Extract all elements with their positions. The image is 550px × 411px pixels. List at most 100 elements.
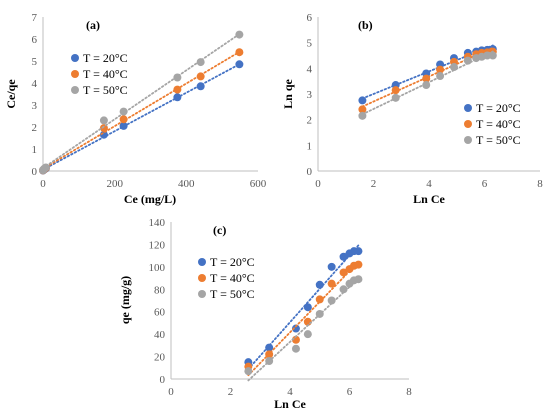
legend-marker-20 <box>198 258 206 266</box>
data-point-series-3 <box>196 58 205 67</box>
trendline-series-3 <box>247 277 360 382</box>
panel-c-label: (c) <box>213 223 226 237</box>
panel-c-x-label: Ln Ce <box>274 397 306 411</box>
data-point-series-1 <box>265 343 274 352</box>
panel-c-xtick: 6 <box>347 386 353 398</box>
data-point-series-3 <box>436 72 445 81</box>
panel-b-ytick: 6 <box>307 12 313 24</box>
panel-b-ytick: 4 <box>307 63 313 75</box>
data-point-series-3 <box>41 163 50 172</box>
data-point-series-2 <box>265 350 274 359</box>
legend-marker-40 <box>71 70 79 78</box>
panel-b-xtick: 8 <box>537 178 543 190</box>
panel-a-xtick: 400 <box>178 178 195 190</box>
data-point-series-2 <box>436 65 445 74</box>
panel-a-xtick: 0 <box>40 178 46 190</box>
panel-b-xtick: 2 <box>371 178 377 190</box>
legend-label-40: T = 40°C <box>83 67 128 81</box>
legend-marker-50 <box>464 136 472 144</box>
data-point-series-1 <box>235 60 244 69</box>
data-point-series-1 <box>339 252 348 261</box>
data-point-series-3 <box>303 330 312 339</box>
panel-c-ytick: 100 <box>149 262 166 274</box>
legend-marker-50 <box>71 86 79 94</box>
panel-c-ytick: 40 <box>154 329 166 341</box>
panel-a-xtick: 600 <box>250 178 267 190</box>
panel-a-ytick: 5 <box>32 56 38 68</box>
data-point-series-3 <box>488 51 497 60</box>
legend-marker-20 <box>464 104 472 112</box>
data-point-series-3 <box>315 309 324 318</box>
panel-b-ytick: 0 <box>307 166 313 178</box>
panel-a-ytick: 7 <box>32 12 38 24</box>
panel-b-xtick: 6 <box>482 178 488 190</box>
data-point-series-3 <box>119 107 128 116</box>
panel-b-legend: T = 20°C T = 40°C T = 50°C <box>464 101 521 147</box>
panel-a-ytick: 3 <box>32 100 38 112</box>
panel-b-xticks: 0 2 4 6 8 <box>315 178 543 190</box>
data-point-series-3 <box>235 30 244 39</box>
data-point-series-2 <box>358 105 367 114</box>
trendline-series-2 <box>42 51 241 170</box>
data-point-series-1 <box>327 262 336 271</box>
data-point-series-1 <box>173 93 182 102</box>
data-point-series-3 <box>354 275 363 284</box>
data-point-series-1 <box>196 82 205 91</box>
panel-c-xtick: 2 <box>228 386 234 398</box>
data-point-series-2 <box>354 260 363 269</box>
trendline-series-1 <box>247 244 360 371</box>
data-point-series-3 <box>339 285 348 294</box>
data-point-series-2 <box>196 72 205 81</box>
data-point-series-3 <box>173 73 182 82</box>
legend-label-50: T = 50°C <box>476 133 521 147</box>
legend-label-40: T = 40°C <box>210 271 255 285</box>
data-point-series-1 <box>291 324 300 333</box>
panel-a-plot-area <box>39 30 244 175</box>
panel-c: 0 2 4 6 8 0 20 40 60 80 100 120 140 Ln C… <box>118 217 412 411</box>
panel-c-xtick: 8 <box>406 386 412 398</box>
panel-b-yticks: 0 1 2 3 4 5 6 <box>307 12 313 178</box>
panel-a-xticks: 0 200 400 600 <box>40 178 267 190</box>
data-point-series-2 <box>339 268 348 277</box>
panel-a-ytick: 0 <box>32 166 38 178</box>
trendline-series-1 <box>42 63 241 171</box>
data-point-series-3 <box>327 296 336 305</box>
legend-label-50: T = 50°C <box>83 83 128 97</box>
data-point-series-2 <box>119 115 128 124</box>
data-point-series-2 <box>235 48 244 57</box>
trendline-series-3 <box>42 33 241 170</box>
panel-b-ytick: 1 <box>307 140 313 152</box>
panel-c-xtick: 4 <box>287 386 293 398</box>
panel-b-xtick: 0 <box>315 178 321 190</box>
data-point-series-3 <box>265 357 274 366</box>
data-point-series-3 <box>422 81 431 90</box>
panel-c-ytick: 80 <box>154 284 166 296</box>
panel-c-legend: T = 20°C T = 40°C T = 50°C <box>198 255 255 301</box>
data-point-series-1 <box>354 247 363 256</box>
data-point-series-1 <box>303 303 312 312</box>
panel-b-ytick: 5 <box>307 38 313 50</box>
panel-a-ytick: 2 <box>32 122 38 134</box>
legend-marker-50 <box>198 290 206 298</box>
panel-a-yticks: 0 1 2 3 4 5 6 7 <box>32 12 38 178</box>
panel-c-ytick: 60 <box>154 307 166 319</box>
data-point-series-3 <box>463 56 472 65</box>
panel-c-ytick: 20 <box>154 352 166 364</box>
panel-a-y-label: Ce/qe <box>4 79 18 109</box>
data-point-series-2 <box>315 295 324 304</box>
data-point-series-3 <box>99 116 108 125</box>
panel-a-label: (a) <box>86 18 100 32</box>
data-point-series-2 <box>422 74 431 83</box>
data-point-series-2 <box>291 335 300 344</box>
legend-marker-40 <box>464 120 472 128</box>
legend-label-40: T = 40°C <box>476 117 521 131</box>
panel-b-ytick: 3 <box>307 89 313 101</box>
panel-a: 0 200 400 600 0 1 2 3 4 5 6 7 Ce (mg/L) … <box>4 12 267 206</box>
data-point-series-3 <box>244 367 253 376</box>
data-point-series-1 <box>315 280 324 289</box>
data-point-series-3 <box>358 111 367 120</box>
panel-b-x-label: Ln Ce <box>413 192 445 206</box>
panel-a-ytick: 4 <box>32 78 38 90</box>
data-point-series-2 <box>391 86 400 95</box>
